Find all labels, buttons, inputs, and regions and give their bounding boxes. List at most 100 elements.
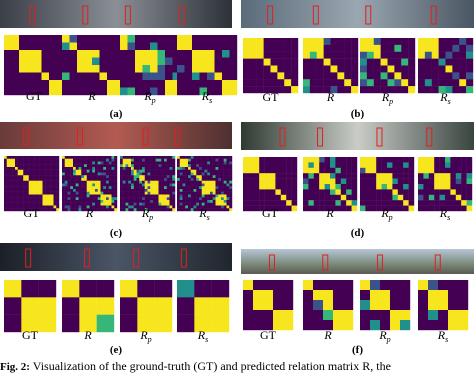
matrix-cell (147, 161, 151, 165)
matrix-cell (157, 57, 166, 66)
matrix-cell (450, 205, 456, 212)
matrix-cell (177, 156, 180, 159)
matrix-cell (323, 86, 331, 94)
matrix-cell (291, 51, 299, 59)
matrix-cell (67, 208, 71, 212)
matrix-cell (333, 290, 344, 301)
matrix-cell (380, 79, 388, 87)
matrix-cell (26, 161, 29, 165)
matrix-cell (15, 191, 18, 195)
matrix-cell (45, 164, 49, 168)
matrix-cell (249, 58, 257, 66)
matrix-cell (86, 169, 90, 173)
matrix-cell (286, 189, 292, 195)
matrix-cell (53, 186, 57, 190)
matrix-cell (466, 173, 473, 179)
detection-box (279, 127, 286, 147)
matrix-cell (144, 178, 148, 181)
matrix-cell (243, 189, 249, 195)
matrix-cell (172, 208, 176, 212)
matrix-cell (418, 65, 426, 73)
matrix-cell (221, 169, 224, 173)
matrix-cell (42, 156, 46, 159)
matrix-cell (81, 191, 85, 195)
matrix-cell (182, 205, 186, 209)
matrix-cell (286, 178, 292, 185)
matrix-cell (335, 167, 341, 174)
matrix-cell (196, 189, 200, 192)
matrix-cell (190, 158, 194, 162)
matrix-cell (23, 183, 27, 187)
matrix-cell (42, 172, 46, 176)
matrix-cell (23, 178, 27, 181)
matrix-cell (214, 80, 223, 88)
matrix-cell (108, 169, 112, 173)
matrix-cell (222, 50, 230, 58)
matrix-cell (360, 44, 368, 52)
matrix-cell (9, 180, 13, 184)
matrix-cell (6, 180, 10, 184)
matrix-cell (199, 191, 202, 195)
matrix-cell (12, 156, 16, 159)
matrix-cell (263, 86, 271, 94)
matrix-cell (97, 191, 101, 195)
matrix-cell (400, 300, 411, 311)
matrix-cell (135, 72, 143, 81)
matrix-cell (177, 186, 180, 190)
matrix-cell (424, 58, 432, 66)
matrix-cell (303, 300, 314, 311)
matrix-cell (56, 200, 60, 203)
matrix-cell (226, 208, 230, 212)
matrix-cell (48, 178, 51, 181)
matrix-cell (330, 167, 336, 174)
matrix-cell (78, 178, 82, 181)
matrix-cell (179, 191, 183, 195)
matrix-cell (131, 191, 134, 195)
matrix-cell (309, 58, 317, 66)
matrix-cell (139, 208, 143, 212)
matrix-cell (158, 205, 162, 209)
matrix-cell (376, 205, 382, 212)
matrix-cell (403, 173, 409, 179)
matrix-cell (431, 44, 439, 52)
matrix-cell (212, 202, 216, 206)
matrix-cell (56, 42, 65, 51)
matrix-cell (212, 167, 216, 170)
matrix-label: Rs (439, 90, 450, 106)
matrix-cell (400, 290, 411, 301)
matrix-cell (26, 57, 35, 66)
matrix-cell (120, 180, 123, 184)
matrix-cell (182, 208, 186, 212)
matrix-cell (309, 38, 317, 46)
matrix-cell (177, 314, 195, 333)
matrix-cell (20, 186, 24, 190)
matrix-cell (100, 156, 104, 159)
matrix-cell (154, 314, 173, 333)
matrix-cell (351, 194, 358, 201)
matrix-cell (172, 161, 176, 165)
label-main: R (143, 89, 152, 103)
matrix-cell (39, 175, 43, 179)
matrix-cell (136, 178, 140, 181)
matrix-cell (135, 57, 143, 66)
matrix-cell (39, 161, 43, 165)
matrix-cell (139, 191, 143, 195)
matrix-cell (210, 178, 213, 181)
matrix-cell (106, 158, 109, 162)
matrix-cell (188, 161, 191, 165)
matrix-cell (107, 80, 115, 88)
matrix-cell (78, 191, 82, 195)
matrix-cell (158, 158, 162, 162)
matrix-cell (136, 164, 140, 168)
matrix-cell (75, 191, 79, 195)
matrix-cell (103, 183, 107, 187)
matrix-cell (177, 50, 185, 58)
matrix-cell (450, 157, 456, 163)
matrix-cell (226, 186, 230, 190)
matrix-cell (316, 44, 324, 52)
matrix-cell (23, 208, 27, 212)
matrix-cell (190, 194, 194, 198)
label-main: R (381, 90, 390, 104)
matrix-cell (56, 87, 65, 96)
matrix-cell (147, 167, 151, 170)
